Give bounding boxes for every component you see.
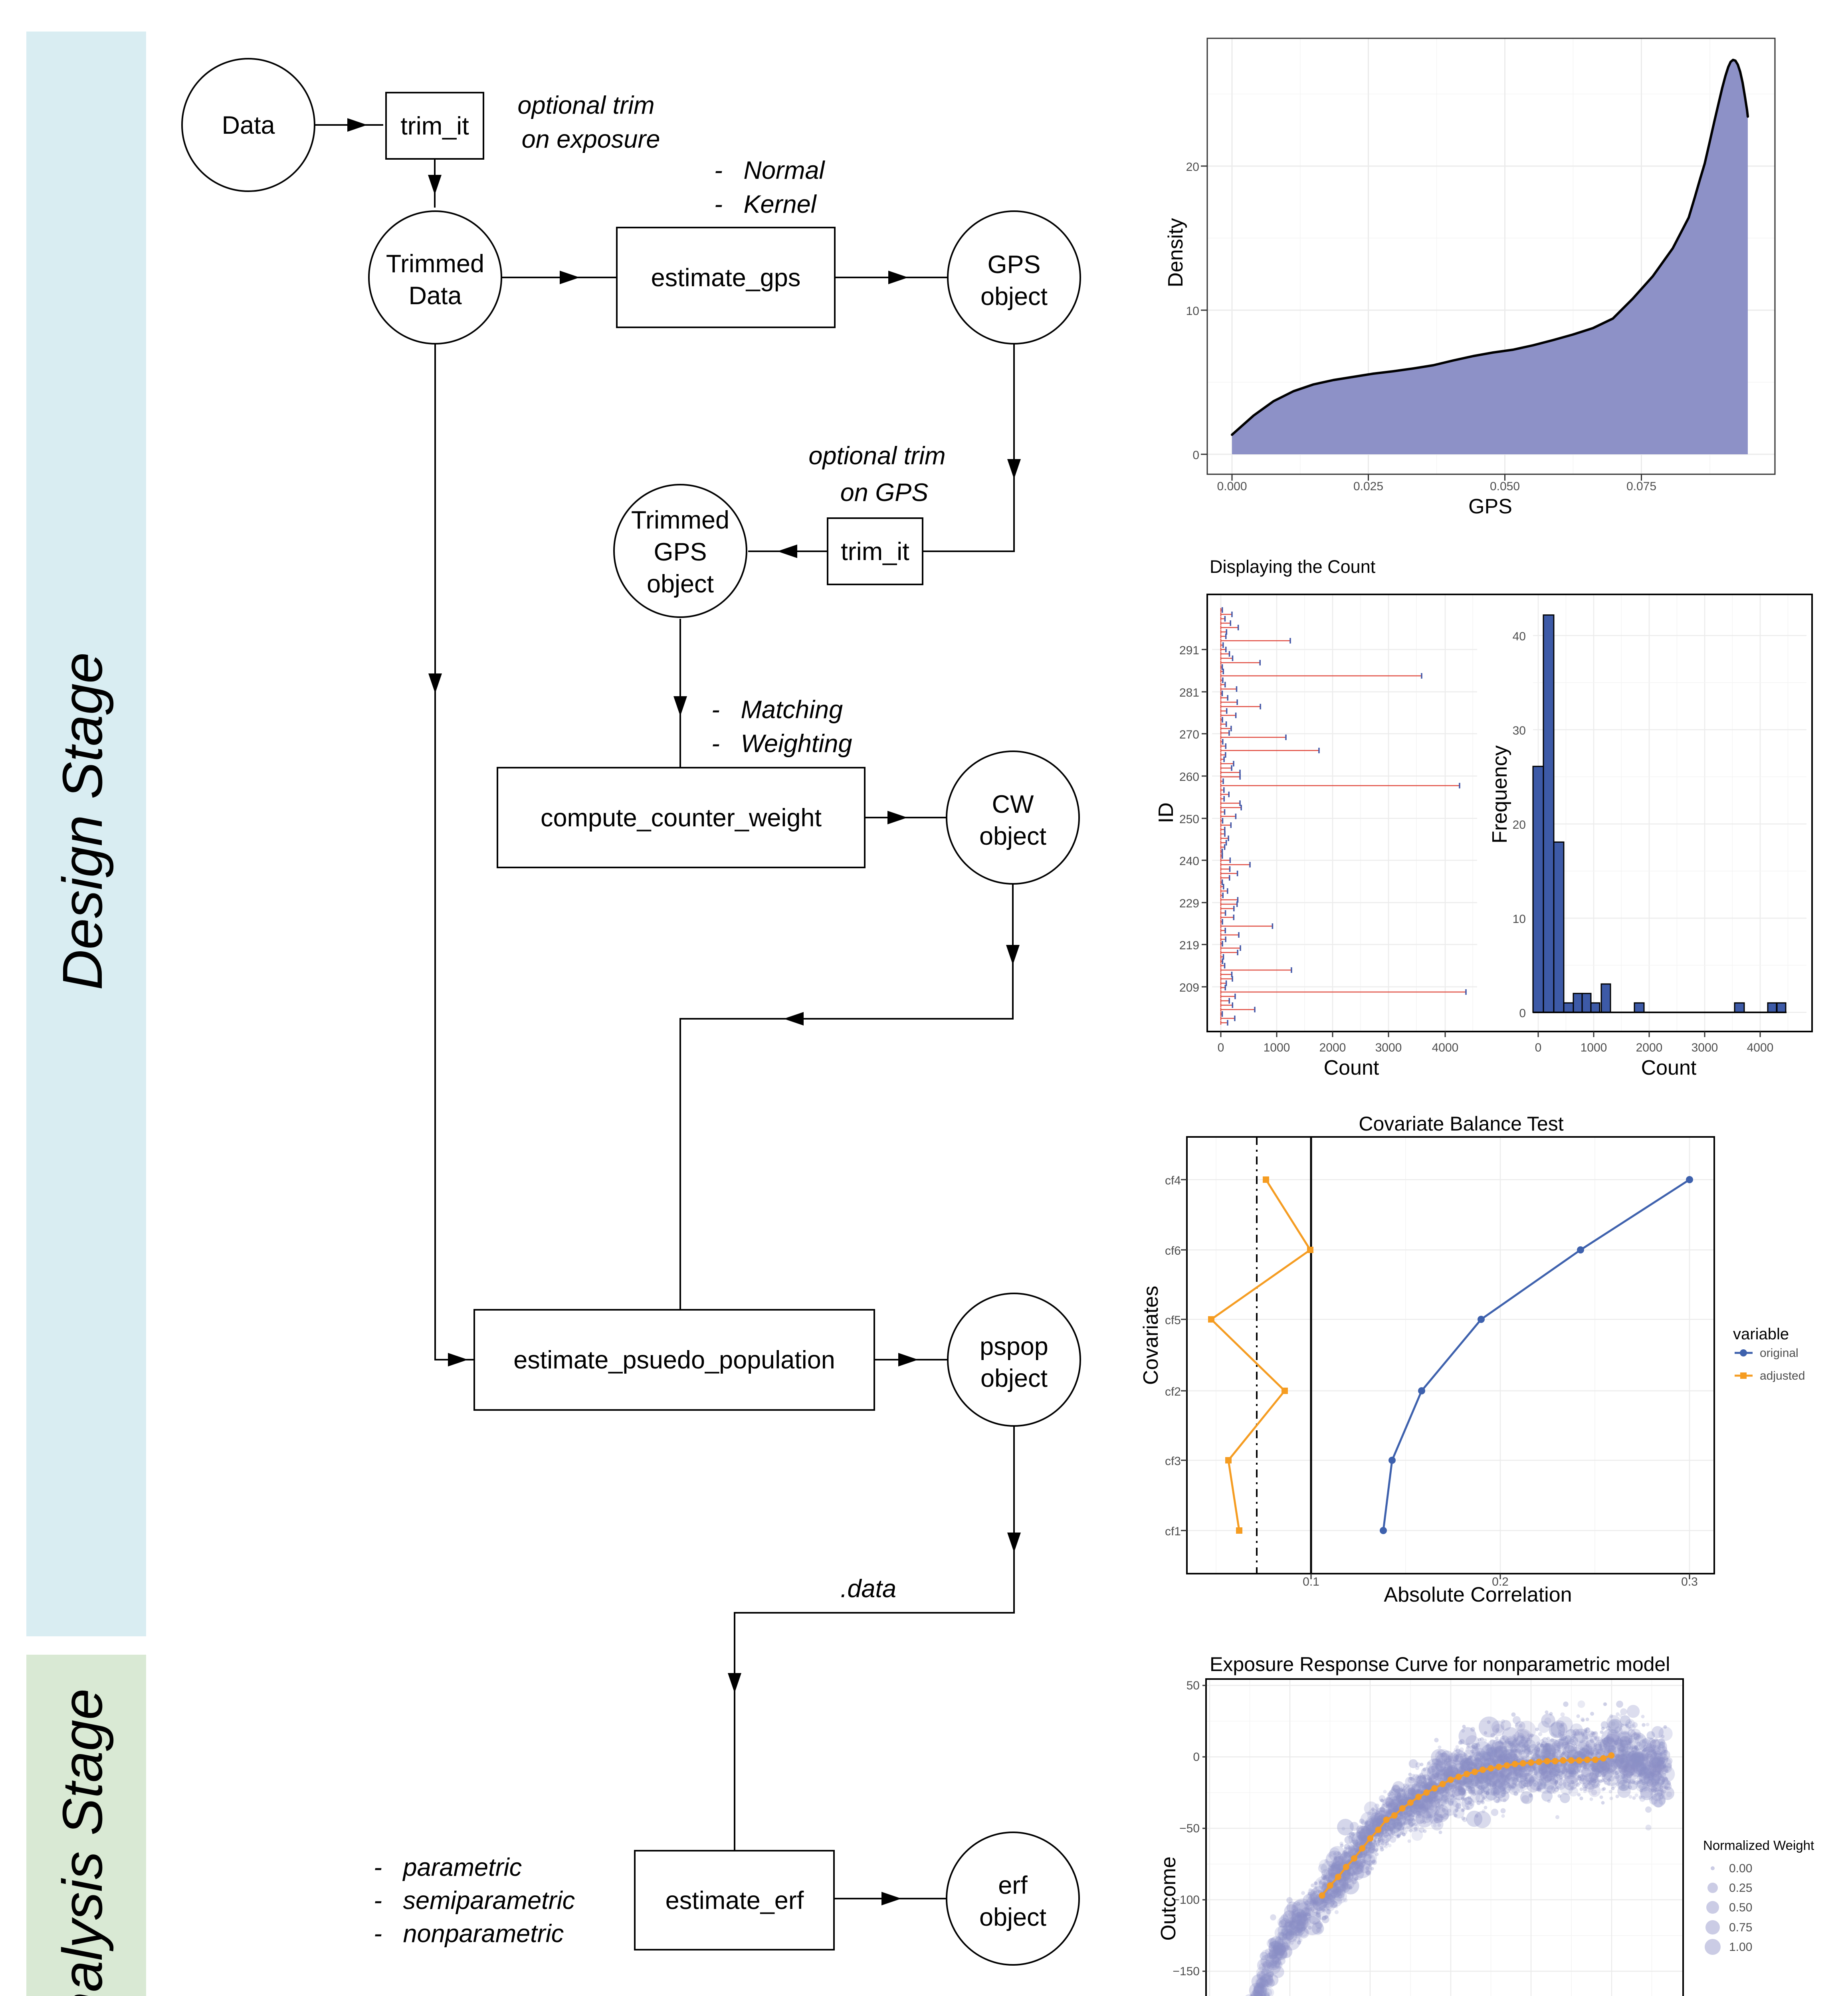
svg-text:Frequency: Frequency bbox=[1488, 745, 1511, 844]
svg-text:0.00: 0.00 bbox=[1729, 1862, 1752, 1875]
svg-text:0.25: 0.25 bbox=[1729, 1881, 1752, 1895]
svg-text:Count: Count bbox=[1324, 1056, 1379, 1079]
svg-text:Absolute Correlation: Absolute Correlation bbox=[1384, 1583, 1572, 1606]
svg-text:0.075: 0.075 bbox=[1626, 480, 1656, 493]
svg-text:Data: Data bbox=[222, 111, 275, 139]
svg-text:Normalized Weight: Normalized Weight bbox=[1703, 1838, 1814, 1853]
svg-text:object: object bbox=[980, 283, 1048, 311]
svg-text:0.000: 0.000 bbox=[1217, 480, 1247, 493]
svg-text:260: 260 bbox=[1179, 770, 1199, 784]
svg-text:Analysis Stage: Analysis Stage bbox=[51, 1689, 114, 1996]
svg-text:2000: 2000 bbox=[1636, 1041, 1663, 1054]
svg-text:4000: 4000 bbox=[1432, 1041, 1459, 1054]
svg-text:object: object bbox=[980, 1364, 1048, 1392]
svg-text:on exposure: on exposure bbox=[522, 125, 660, 153]
svg-text:on GPS: on GPS bbox=[840, 479, 929, 507]
svg-text:0.050: 0.050 bbox=[1490, 480, 1520, 493]
svg-text:GPS: GPS bbox=[987, 251, 1040, 279]
svg-text:0.75: 0.75 bbox=[1729, 1921, 1752, 1934]
svg-text:219: 219 bbox=[1179, 939, 1199, 952]
svg-text:281: 281 bbox=[1179, 686, 1199, 699]
svg-text:−150: −150 bbox=[1173, 1965, 1200, 1978]
svg-text:- Normal: - Normal bbox=[714, 156, 826, 184]
svg-text:cf5: cf5 bbox=[1165, 1314, 1181, 1327]
svg-text:4000: 4000 bbox=[1747, 1041, 1774, 1054]
svg-text:Trimmed: Trimmed bbox=[386, 250, 484, 278]
svg-text:estimate_erf: estimate_erf bbox=[666, 1887, 804, 1915]
svg-text:1.00: 1.00 bbox=[1729, 1941, 1752, 1954]
svg-text:0: 0 bbox=[1519, 1007, 1526, 1020]
svg-text:- Matching: - Matching bbox=[711, 696, 843, 724]
svg-text:−50: −50 bbox=[1179, 1822, 1200, 1835]
svg-text:40: 40 bbox=[1513, 630, 1526, 643]
svg-text:trim_it: trim_it bbox=[841, 538, 909, 566]
svg-text:0.2: 0.2 bbox=[1492, 1575, 1509, 1588]
svg-text:0: 0 bbox=[1218, 1041, 1224, 1054]
svg-text:Count: Count bbox=[1641, 1056, 1697, 1079]
svg-text:- Weighting: - Weighting bbox=[711, 730, 852, 758]
svg-text:Density: Density bbox=[1164, 218, 1187, 287]
svg-text:3000: 3000 bbox=[1692, 1041, 1718, 1054]
svg-text:1000: 1000 bbox=[1264, 1041, 1290, 1054]
svg-text:20: 20 bbox=[1186, 160, 1199, 174]
svg-text:optional trim: optional trim bbox=[808, 442, 945, 470]
svg-text:Design Stage: Design Stage bbox=[51, 652, 114, 990]
svg-text:variable: variable bbox=[1733, 1325, 1789, 1343]
svg-text:compute_counter_weight: compute_counter_weight bbox=[541, 804, 822, 832]
svg-text:estimate_gps: estimate_gps bbox=[651, 264, 801, 292]
svg-text:erf: erf bbox=[998, 1871, 1028, 1899]
svg-text:0: 0 bbox=[1535, 1041, 1542, 1054]
svg-text:20: 20 bbox=[1513, 818, 1526, 832]
svg-text:trim_it: trim_it bbox=[400, 112, 469, 140]
svg-text:.data: .data bbox=[840, 1575, 896, 1603]
svg-text:Covariates: Covariates bbox=[1139, 1286, 1163, 1385]
svg-text:estimate_psuedo_population: estimate_psuedo_population bbox=[513, 1346, 835, 1374]
svg-text:0.3: 0.3 bbox=[1681, 1575, 1698, 1588]
svg-text:original: original bbox=[1760, 1347, 1798, 1360]
svg-text:Covariate Balance Test: Covariate Balance Test bbox=[1359, 1113, 1563, 1135]
svg-text:229: 229 bbox=[1179, 897, 1199, 910]
svg-text:pspop: pspop bbox=[980, 1333, 1048, 1360]
svg-text:30: 30 bbox=[1513, 724, 1526, 737]
svg-text:optional trim: optional trim bbox=[517, 91, 654, 119]
svg-text:240: 240 bbox=[1179, 855, 1199, 868]
svg-text:250: 250 bbox=[1179, 813, 1199, 826]
svg-text:ID: ID bbox=[1155, 802, 1178, 823]
svg-text:0.50: 0.50 bbox=[1729, 1901, 1752, 1914]
svg-text:2000: 2000 bbox=[1319, 1041, 1346, 1054]
svg-text:cf6: cf6 bbox=[1165, 1244, 1181, 1257]
svg-text:GPS: GPS bbox=[654, 538, 707, 566]
svg-text:CW: CW bbox=[992, 790, 1034, 818]
svg-text:cf2: cf2 bbox=[1165, 1385, 1181, 1398]
svg-text:GPS: GPS bbox=[1468, 495, 1512, 518]
svg-text:object: object bbox=[979, 822, 1047, 850]
svg-text:Data: Data bbox=[408, 282, 462, 310]
svg-text:0: 0 bbox=[1193, 1750, 1200, 1764]
svg-text:- semiparametric: - semiparametric bbox=[374, 1887, 575, 1915]
svg-text:3000: 3000 bbox=[1375, 1041, 1402, 1054]
svg-text:291: 291 bbox=[1179, 644, 1199, 657]
svg-text:object: object bbox=[979, 1903, 1047, 1931]
svg-text:1000: 1000 bbox=[1581, 1041, 1607, 1054]
svg-text:Displaying the Count: Displaying the Count bbox=[1210, 556, 1376, 577]
svg-text:- parametric: - parametric bbox=[374, 1853, 522, 1881]
svg-text:209: 209 bbox=[1179, 981, 1199, 994]
svg-text:0.1: 0.1 bbox=[1303, 1575, 1319, 1588]
svg-text:object: object bbox=[647, 570, 714, 598]
svg-text:Exposure Response Curve for no: Exposure Response Curve for nonparametri… bbox=[1210, 1653, 1670, 1675]
svg-text:- Kernel: - Kernel bbox=[714, 190, 817, 218]
svg-text:10: 10 bbox=[1513, 913, 1526, 926]
svg-text:0: 0 bbox=[1192, 449, 1199, 462]
svg-text:270: 270 bbox=[1179, 728, 1199, 741]
svg-text:0.025: 0.025 bbox=[1353, 480, 1383, 493]
svg-text:cf3: cf3 bbox=[1165, 1455, 1181, 1468]
svg-text:adjusted: adjusted bbox=[1760, 1369, 1805, 1382]
svg-text:Outcome: Outcome bbox=[1157, 1857, 1180, 1941]
svg-text:50: 50 bbox=[1186, 1679, 1200, 1692]
svg-text:Trimmed: Trimmed bbox=[631, 506, 729, 534]
svg-text:- nonparametric: - nonparametric bbox=[374, 1920, 564, 1948]
svg-text:cf4: cf4 bbox=[1165, 1174, 1181, 1187]
svg-text:10: 10 bbox=[1186, 305, 1199, 318]
svg-text:cf1: cf1 bbox=[1165, 1525, 1181, 1538]
